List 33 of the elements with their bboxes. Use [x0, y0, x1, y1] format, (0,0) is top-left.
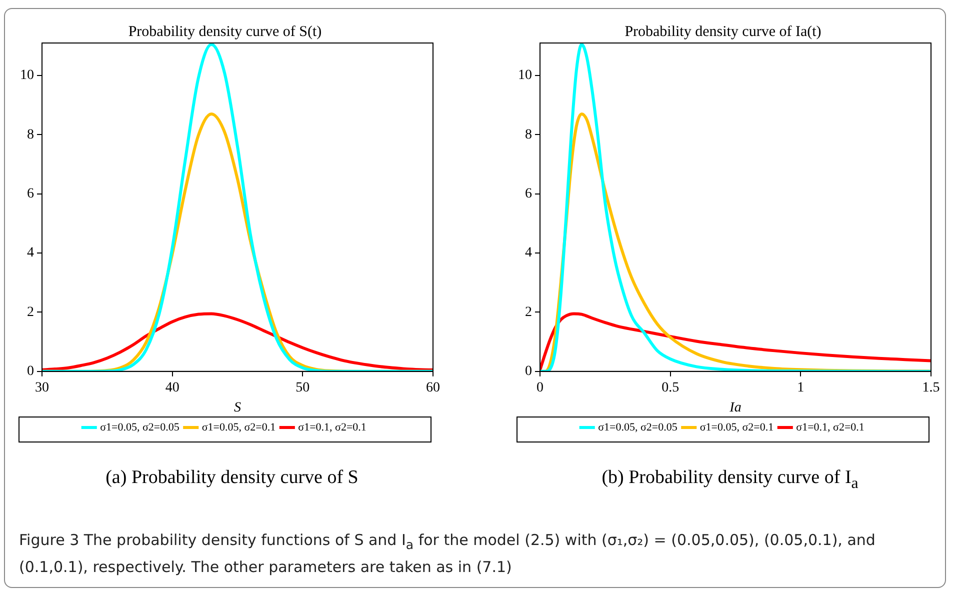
x-tick-label: 30 [35, 380, 49, 396]
x-tick-label: 0 [536, 380, 544, 396]
y-tick-label: 0 [525, 364, 532, 380]
x-axis-title: S [234, 400, 241, 416]
y-tick-label: 2 [27, 304, 34, 320]
chart-title: Probability density curve of S(t) [128, 24, 322, 40]
y-tick-label: 10 [20, 68, 34, 84]
legend-label: σ1=0.1, σ2=0.1 [298, 421, 366, 434]
legend-label: σ1=0.05, σ2=0.05 [100, 421, 180, 434]
y-tick-label: 8 [27, 127, 34, 142]
legend-label: σ1=0.05, σ2=0.1 [700, 421, 774, 434]
y-tick-label: 6 [27, 186, 34, 202]
x-tick-label: 60 [426, 380, 440, 396]
y-tick-label: 10 [518, 68, 532, 84]
text: (a) Probability density curve of S [104, 467, 360, 489]
chart-title: Probability density curve of Ia(t) [624, 24, 822, 40]
y-tick-label: 0 [27, 364, 34, 380]
legend-label: σ1=0.1, σ2=0.1 [796, 421, 864, 434]
y-tick-label: 8 [525, 127, 532, 142]
y-tick-label: 2 [525, 304, 532, 320]
y-tick-label: 6 [525, 186, 532, 202]
caption: Figure 3 The probability density functions of S and I$_{a}$ for the model (2.5) with (σ₁,σ₂) = (0.05,0.05), (0.05,0.1), and (0.1,0.1), respectively. The other parameters are taken as in (7.1) [19, 530, 876, 578]
legend-label: σ1=0.05, σ2=0.1 [202, 421, 276, 434]
x-tick-label: 1.5 [922, 380, 940, 396]
x-tick-label: 0.5 [662, 380, 680, 396]
x-tick-label: 1 [797, 380, 804, 396]
x-tick-label: 50 [296, 380, 310, 396]
text: (b) Probability density curve of I$_{a}$ [600, 467, 860, 493]
x-tick-label: 40 [165, 380, 180, 396]
x-axis-title: Ia [728, 400, 742, 416]
legend-label: σ1=0.05, σ2=0.05 [598, 421, 678, 434]
y-tick-label: 4 [27, 246, 34, 261]
y-tick-label: 4 [525, 246, 532, 261]
